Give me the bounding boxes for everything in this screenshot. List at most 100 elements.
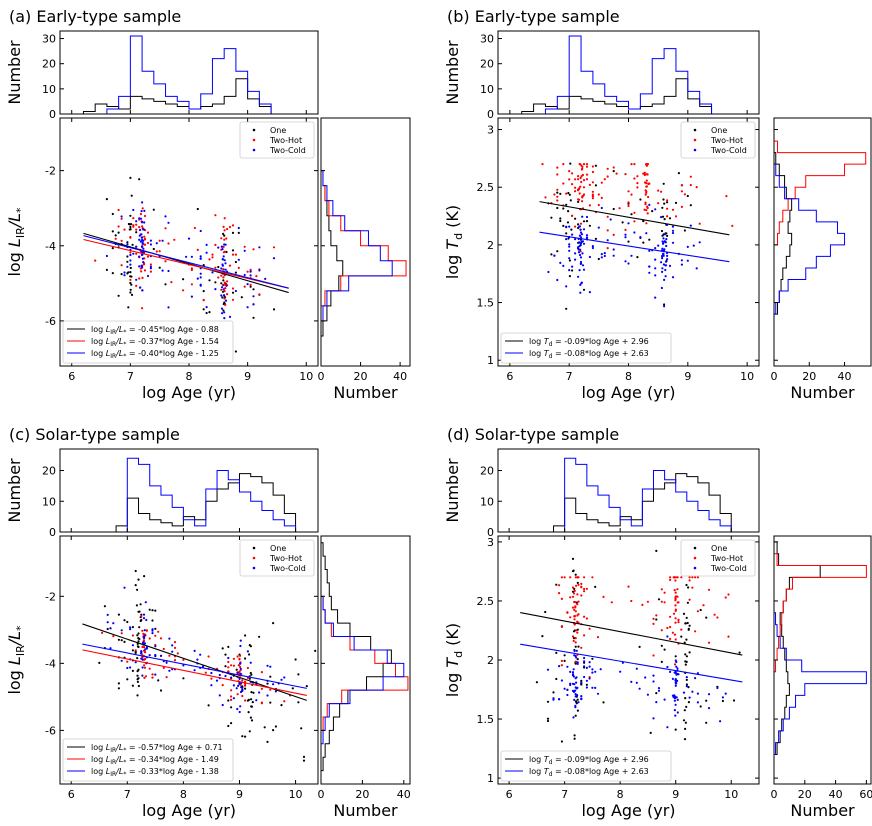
data-point-two-cold: [129, 263, 132, 266]
data-point-two-cold: [664, 264, 668, 267]
data-point-two-hot: [544, 196, 547, 199]
data-point-two-hot: [633, 220, 636, 223]
data-point-two-hot: [143, 676, 146, 679]
data-point-two-hot: [222, 251, 225, 254]
data-point-one: [244, 657, 247, 660]
data-point-two-hot: [223, 229, 226, 232]
data-point-two-cold: [142, 247, 145, 250]
data-point-two-hot: [571, 595, 575, 598]
data-point-one: [98, 661, 101, 664]
data-point-two-cold: [134, 661, 137, 664]
fit-label-part: = -0.45*log Age - 0.88: [126, 325, 218, 334]
data-point-two-hot: [131, 634, 134, 637]
data-point-two-cold: [142, 613, 146, 616]
data-point-two-cold: [661, 255, 664, 258]
data-point-one: [314, 649, 317, 652]
data-point-two-cold: [661, 270, 664, 273]
data-point-two-hot: [645, 164, 648, 167]
data-point-one: [567, 210, 570, 213]
data-point-two-hot: [591, 193, 594, 196]
data-point-two-hot: [143, 650, 146, 653]
data-point-two-hot: [577, 576, 580, 579]
data-point-one: [129, 291, 132, 294]
fit-label-part: /L: [115, 743, 123, 752]
legend-marker: [693, 566, 697, 570]
data-point-two-hot: [576, 603, 579, 606]
data-point-one: [705, 616, 708, 619]
data-point-one: [207, 704, 210, 707]
data-point-two-hot: [606, 247, 609, 250]
data-point-two-hot: [643, 181, 647, 184]
legend-marker: [693, 556, 697, 560]
data-point-two-hot: [575, 584, 578, 587]
data-point-two-cold: [252, 295, 255, 298]
data-point-two-cold: [220, 294, 223, 297]
data-point-one: [128, 228, 131, 231]
data-point-two-cold: [661, 257, 664, 260]
data-point-two-cold: [583, 665, 586, 668]
data-point-two-hot: [689, 184, 692, 187]
data-point-two-hot: [112, 635, 115, 638]
data-point-two-cold: [566, 693, 569, 697]
data-point-two-cold: [171, 644, 174, 647]
data-point-one: [274, 725, 277, 728]
data-point-one: [555, 651, 558, 654]
data-point-two-cold: [603, 252, 606, 255]
data-point-two-cold: [648, 203, 651, 206]
data-point-one: [248, 677, 251, 680]
data-point-one: [699, 705, 702, 708]
data-point-one: [126, 255, 129, 258]
y-tick-label: -2: [45, 590, 56, 603]
data-point-two-cold: [571, 265, 574, 268]
data-point-two-hot: [702, 604, 705, 607]
data-point-two-cold: [210, 671, 213, 675]
data-point-one: [685, 683, 688, 686]
data-point-two-cold: [569, 682, 572, 685]
data-point-two-cold: [674, 684, 677, 687]
data-point-two-hot: [159, 637, 163, 640]
data-point-two-cold: [696, 692, 699, 695]
data-point-one: [117, 231, 120, 234]
fit-label-part: log: [529, 755, 544, 764]
data-point-two-cold: [223, 294, 226, 297]
data-point-two-hot: [657, 202, 660, 205]
fit-line-0: [520, 611, 743, 656]
data-point-two-hot: [669, 615, 672, 618]
data-point-two-hot: [141, 307, 144, 310]
data-point-two-cold: [571, 233, 574, 236]
data-point-two-hot: [674, 591, 677, 594]
data-point-two-hot: [580, 586, 583, 589]
data-point-two-cold: [671, 694, 674, 697]
data-point-two-cold: [585, 666, 588, 669]
legend-marker: [252, 566, 256, 570]
data-point-one: [705, 721, 708, 724]
data-point-two-hot: [244, 680, 247, 683]
data-point-two-cold: [222, 288, 225, 291]
data-point-two-hot: [574, 178, 577, 181]
data-point-two-cold: [707, 693, 711, 696]
data-point-two-hot: [562, 163, 565, 166]
right-hist-xlabel: Number: [333, 801, 398, 820]
data-point-one: [294, 658, 297, 661]
legend-label: One: [270, 126, 286, 135]
data-point-one: [305, 685, 308, 688]
top-hist-ylabel: Number: [443, 40, 462, 105]
data-point-one: [588, 224, 591, 227]
data-point-two-hot: [114, 237, 117, 240]
data-point-two-hot: [129, 251, 132, 254]
data-point-one: [544, 610, 547, 614]
data-point-two-cold: [724, 692, 727, 695]
legend-marker: [693, 138, 697, 142]
data-point-one: [182, 677, 185, 680]
data-point-one: [123, 640, 126, 643]
data-point-one: [105, 198, 108, 201]
data-point-two-hot: [149, 263, 152, 266]
data-point-two-hot: [602, 595, 605, 598]
data-point-two-cold: [721, 696, 724, 699]
data-point-two-cold: [666, 665, 669, 669]
data-point-two-hot: [688, 579, 691, 582]
data-point-two-hot: [225, 237, 228, 240]
data-point-two-cold: [237, 684, 240, 687]
fit-label-part: log: [91, 349, 106, 358]
data-point-two-cold: [716, 686, 719, 690]
